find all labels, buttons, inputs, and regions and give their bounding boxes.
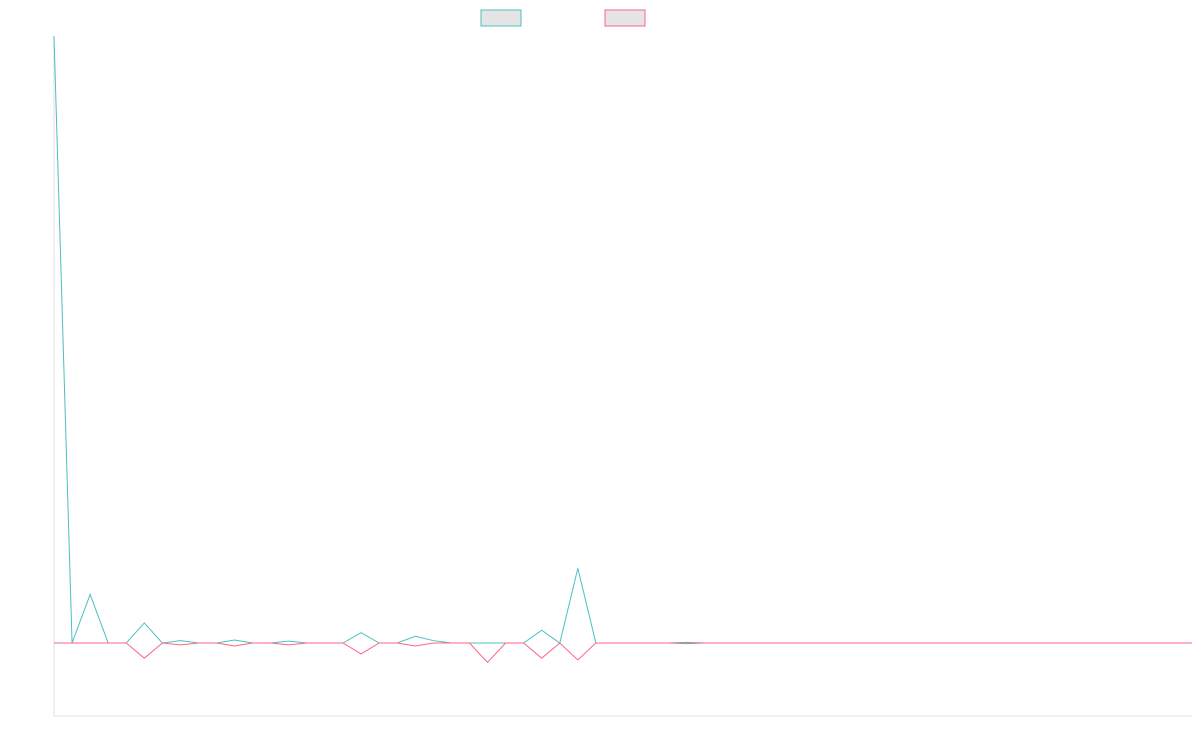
series-layer [53,35,1192,664]
series-line-1 [53,35,1192,644]
legend-swatch-1[interactable] [480,9,522,27]
series-line-2 [54,642,1192,664]
legend-swatch-2[interactable] [604,9,646,27]
legend [480,9,646,27]
axes [53,36,1192,717]
